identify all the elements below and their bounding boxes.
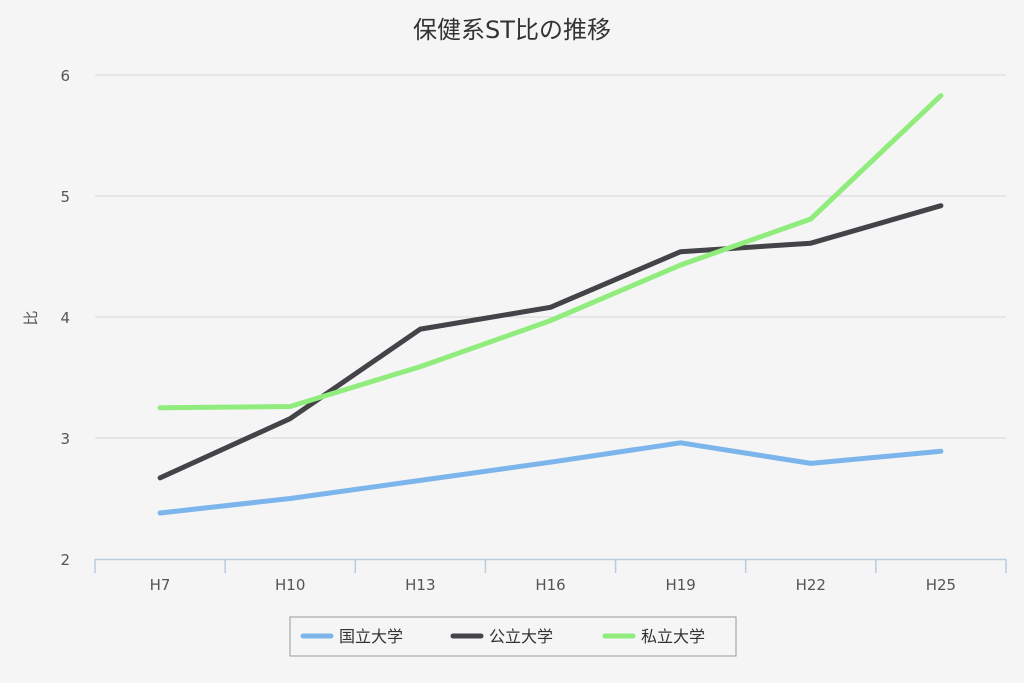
legend: 国立大学 公立大学 私立大学 [289, 616, 737, 657]
y-tick-label: 2 [60, 551, 70, 569]
legend-item-0[interactable]: 国立大学 [300, 627, 403, 646]
series-lines [157, 93, 944, 516]
x-tick-label: H10 [275, 576, 305, 594]
y-axis-label: 比 [22, 310, 40, 325]
y-tick-label: 5 [60, 188, 70, 206]
series-line-0 [157, 440, 944, 516]
y-tick-label: 6 [60, 67, 70, 85]
x-tick-label: H25 [926, 576, 956, 594]
y-tick-label: 3 [60, 430, 70, 448]
x-tick-label: H22 [796, 576, 826, 594]
series-line-2 [157, 93, 944, 411]
x-axis: H7 H10 H13 H16 H19 H22 H25 [94, 558, 1007, 594]
legend-label: 国立大学 [339, 627, 403, 646]
x-tick-label: H19 [665, 576, 695, 594]
series-line-1 [157, 203, 944, 481]
legend-item-2[interactable]: 私立大学 [602, 627, 705, 646]
chart-title: 保健系ST比の推移 [413, 16, 611, 44]
x-tick-label: H7 [150, 576, 171, 594]
x-tick-label: H13 [405, 576, 435, 594]
y-tick-label: 4 [60, 309, 70, 327]
legend-box [289, 616, 737, 657]
legend-label: 公立大学 [489, 627, 553, 646]
x-tick-label: H16 [535, 576, 565, 594]
legend-item-1[interactable]: 公立大学 [450, 627, 553, 646]
y-axis-ticks: 2 3 4 5 6 [60, 67, 70, 569]
legend-label: 私立大学 [641, 627, 705, 646]
grid-lines [95, 74, 1006, 439]
